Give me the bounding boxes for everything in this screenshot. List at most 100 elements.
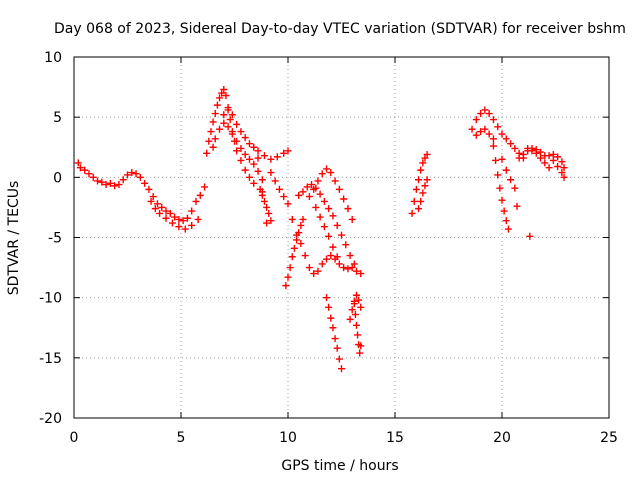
data-point [216, 125, 224, 133]
data-point [245, 140, 253, 148]
data-point [344, 265, 352, 273]
data-point [228, 130, 236, 138]
data-point [271, 177, 279, 185]
data-point [329, 324, 337, 332]
data-point [241, 150, 249, 158]
data-point [318, 170, 326, 178]
series-segD [209, 119, 266, 184]
data-point [502, 166, 510, 174]
data-point [205, 137, 213, 145]
data-point [350, 260, 358, 268]
data-point [245, 173, 253, 181]
data-point [485, 130, 493, 138]
data-point [188, 207, 196, 215]
data-point [338, 231, 345, 239]
data-point [260, 152, 268, 160]
data-point [423, 150, 431, 158]
data-point [312, 203, 320, 211]
data-point [331, 335, 339, 343]
data-point [419, 189, 427, 197]
y-tick-label: -20 [39, 411, 62, 427]
data-point [220, 119, 228, 127]
data-point [263, 219, 271, 227]
data-point [254, 147, 262, 155]
data-point [489, 142, 497, 150]
data-point [226, 116, 234, 124]
data-point [417, 166, 425, 174]
data-point [220, 85, 228, 93]
data-point [282, 282, 290, 290]
data-point [502, 135, 510, 143]
data-point [254, 167, 262, 175]
data-point [188, 221, 196, 229]
data-point [228, 111, 236, 119]
data-point [297, 240, 305, 248]
data-point [211, 110, 219, 118]
data-point [115, 181, 123, 189]
data-point [331, 177, 339, 185]
data-point [357, 342, 365, 350]
series-segE [220, 106, 262, 155]
data-point [498, 130, 506, 138]
data-point [295, 229, 303, 237]
data-point [357, 303, 365, 311]
data-point [532, 149, 540, 157]
data-point [284, 200, 292, 208]
data-point [526, 232, 534, 240]
x-tick-label: 15 [386, 430, 404, 446]
data-point [325, 303, 333, 311]
data-point [286, 264, 294, 272]
series-segC [203, 85, 258, 187]
data-point [333, 221, 341, 229]
data-point [267, 169, 275, 177]
data-point [423, 176, 431, 184]
data-point [250, 143, 258, 151]
data-point [284, 273, 292, 281]
data-point [196, 191, 204, 199]
data-point [175, 223, 183, 231]
data-point [356, 349, 364, 357]
series-segP [408, 150, 431, 217]
data-point [241, 166, 249, 174]
data-point [545, 164, 553, 172]
data-point [179, 217, 187, 225]
data-point [325, 232, 333, 240]
series-segM [323, 294, 345, 373]
data-point [481, 106, 489, 114]
data-point [213, 101, 221, 109]
data-point [421, 182, 429, 190]
data-point [489, 135, 497, 143]
data-point [267, 155, 275, 163]
data-point [166, 209, 174, 217]
data-point [233, 147, 241, 155]
data-point [220, 111, 228, 119]
data-point [348, 306, 356, 314]
data-point [504, 225, 512, 233]
data-point [412, 185, 420, 193]
data-point [323, 255, 331, 263]
data-point [419, 159, 427, 167]
data-point [477, 128, 485, 136]
data-point [327, 252, 335, 260]
data-point [153, 200, 161, 208]
data-point [316, 190, 324, 198]
data-point [233, 137, 241, 145]
data-point [481, 125, 489, 133]
series-segS [472, 125, 497, 143]
data-point [162, 214, 170, 222]
data-point [545, 152, 553, 160]
data-point [209, 118, 217, 126]
data-point [194, 215, 202, 223]
data-point [124, 171, 131, 179]
series-segW [545, 152, 568, 181]
data-point [209, 143, 217, 151]
series-segN [346, 291, 365, 323]
series-segL [312, 203, 341, 261]
data-point [327, 169, 335, 177]
data-point [549, 150, 557, 158]
data-point [468, 125, 476, 133]
data-point [472, 116, 480, 124]
data-point [333, 344, 341, 352]
data-point [492, 156, 500, 164]
